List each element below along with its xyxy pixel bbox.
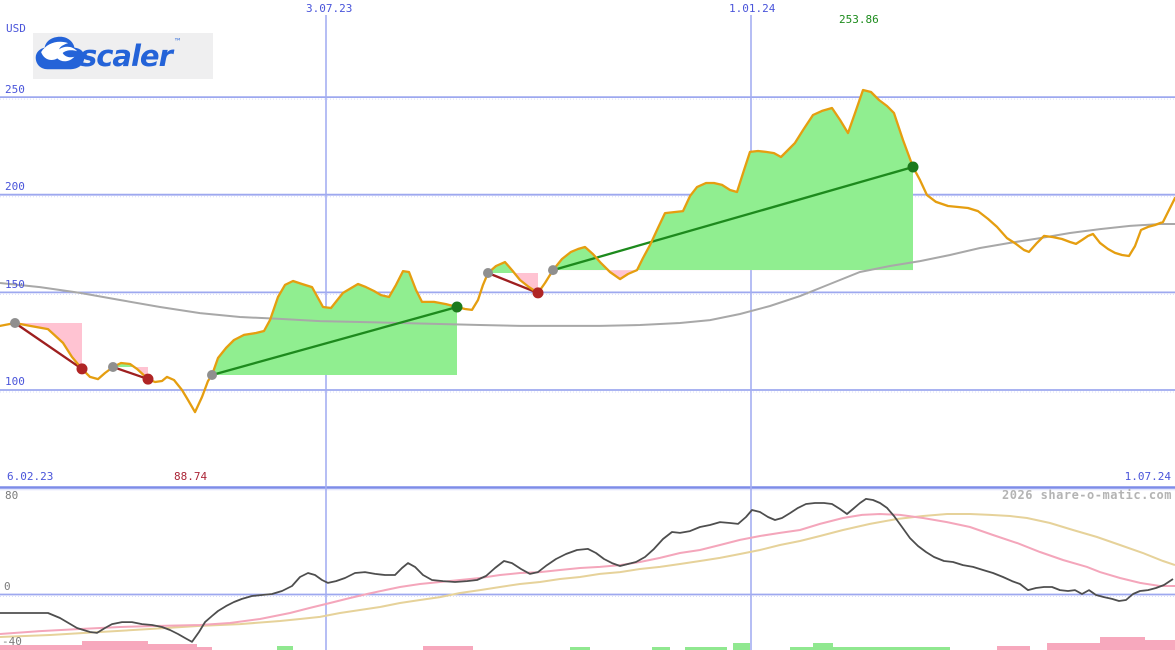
price-axis-unit-label: USD xyxy=(6,22,26,35)
watermark: 2026 share-o-matic.com xyxy=(1002,488,1172,502)
top-date-label-1: 3.07.23 xyxy=(306,2,353,15)
top-date-label-2: 1.01.24 xyxy=(729,2,776,15)
price-tick-100: 100 xyxy=(5,375,25,388)
zscaler-cloud-icon xyxy=(35,36,85,70)
price-tick-250: 250 xyxy=(5,83,25,96)
price-tick-150: 150 xyxy=(5,278,25,291)
indicator-tick-neg40: -40 xyxy=(2,635,22,648)
price-max-label: 253.86 xyxy=(839,13,879,26)
indicator-tick-0: 0 xyxy=(4,580,11,593)
trademark-symbol: ™ xyxy=(173,37,182,46)
indicator-tick-80: 80 xyxy=(5,489,19,502)
bottom-date-left: 6.02.23 xyxy=(7,470,54,483)
bottom-date-right: 1.07.24 xyxy=(1124,470,1171,483)
price-min-label: 88.74 xyxy=(174,470,208,483)
price-tick-200: 200 xyxy=(5,180,25,193)
zscaler-logo: zscaler ™ xyxy=(33,33,213,79)
